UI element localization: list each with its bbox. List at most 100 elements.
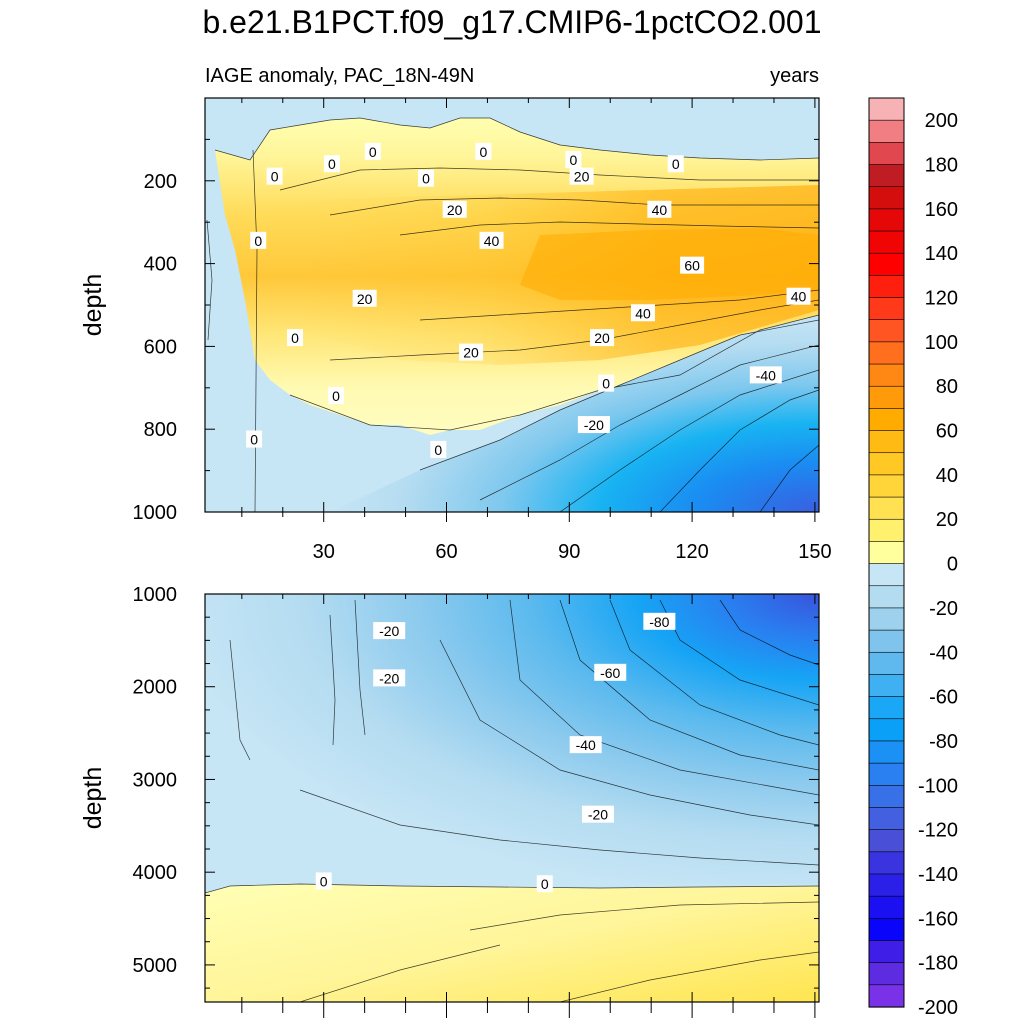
upper-x-tick-label: 30 bbox=[313, 541, 335, 563]
contour-label: 40 bbox=[786, 287, 811, 305]
colorbar-tick-label: -180 bbox=[918, 953, 958, 975]
contour-label: -60 bbox=[594, 663, 627, 681]
colorbar-swatch bbox=[868, 873, 905, 897]
colorbar-swatch bbox=[868, 851, 905, 875]
colorbar-swatch bbox=[868, 696, 905, 720]
svg-text:40: 40 bbox=[484, 233, 500, 249]
svg-text:40: 40 bbox=[635, 305, 651, 321]
colorbar-tick-label: 80 bbox=[936, 376, 958, 398]
colorbar-tick-label: 180 bbox=[925, 155, 958, 177]
svg-text:0: 0 bbox=[672, 156, 680, 172]
contour-label: -20 bbox=[373, 622, 406, 640]
upper-cold-region bbox=[330, 315, 819, 512]
upper-y-tick-label: 200 bbox=[144, 171, 177, 193]
colorbar-swatch bbox=[868, 164, 905, 188]
contour-label: 40 bbox=[630, 304, 655, 322]
svg-text:-20: -20 bbox=[379, 623, 399, 639]
contour-label: 0 bbox=[364, 142, 381, 160]
svg-text:0: 0 bbox=[422, 171, 430, 187]
upper-x-tick-label: 150 bbox=[798, 541, 831, 563]
colorbar-swatch bbox=[868, 629, 905, 653]
lower-y-tick-label: 5000 bbox=[133, 955, 178, 977]
lower-y-tick-label: 2000 bbox=[133, 677, 178, 699]
contour-label: -20 bbox=[581, 805, 614, 823]
svg-text:0: 0 bbox=[250, 432, 258, 448]
colorbar-swatch bbox=[868, 408, 905, 432]
colorbar-swatch bbox=[868, 452, 905, 476]
colorbar-swatch bbox=[868, 940, 905, 964]
contour-label: 0 bbox=[430, 440, 447, 458]
svg-text:0: 0 bbox=[328, 156, 336, 172]
svg-text:20: 20 bbox=[463, 345, 479, 361]
colorbar-swatch bbox=[868, 674, 905, 698]
svg-text:-40: -40 bbox=[576, 737, 596, 753]
colorbar-tick-label: -120 bbox=[918, 820, 958, 842]
colorbar-swatch bbox=[868, 740, 905, 764]
contour-label: 0 bbox=[598, 374, 615, 392]
svg-text:0: 0 bbox=[254, 233, 262, 249]
contour-label: 0 bbox=[287, 329, 304, 347]
contour-label: 20 bbox=[590, 329, 615, 347]
colorbar-tick-label: -160 bbox=[918, 908, 958, 930]
contour-label: 20 bbox=[569, 167, 594, 185]
colorbar-swatch bbox=[868, 651, 905, 676]
colorbar-swatch bbox=[868, 97, 905, 121]
svg-text:20: 20 bbox=[594, 330, 610, 346]
colorbar-swatch bbox=[868, 718, 905, 742]
contour-label: 0 bbox=[246, 430, 263, 448]
contour-label: 40 bbox=[479, 231, 504, 249]
colorbar-swatch bbox=[868, 807, 905, 831]
svg-text:-80: -80 bbox=[649, 614, 669, 630]
upper-y-axis-title: depth bbox=[79, 274, 107, 337]
svg-text:20: 20 bbox=[574, 169, 590, 185]
upper-y-tick-label: 400 bbox=[144, 254, 177, 276]
colorbar-swatch bbox=[868, 895, 905, 919]
colorbar-swatch bbox=[868, 585, 905, 609]
upper-subtitle-left: IAGE anomaly, PAC_18N-49N bbox=[205, 65, 474, 87]
colorbar-swatch bbox=[868, 119, 905, 143]
lower-panel-frame bbox=[204, 593, 820, 1003]
upper-panel-plot bbox=[205, 98, 819, 512]
svg-text:40: 40 bbox=[791, 289, 807, 305]
colorbar-swatch bbox=[868, 275, 905, 299]
svg-text:0: 0 bbox=[320, 873, 328, 889]
svg-text:0: 0 bbox=[570, 152, 578, 168]
chart-title: b.e21.B1PCT.f09_g17.CMIP6-1pctCO2.001 bbox=[202, 4, 821, 40]
svg-text:0: 0 bbox=[602, 376, 610, 392]
colorbar-tick-label: 160 bbox=[925, 199, 958, 221]
upper-x-tick-label: 120 bbox=[675, 541, 708, 563]
contour-label: -20 bbox=[577, 416, 610, 434]
lower-y-tick-label: 4000 bbox=[133, 862, 178, 884]
colorbar-tick-label: 0 bbox=[947, 554, 958, 576]
colorbar-swatch bbox=[868, 829, 905, 853]
lower-cold-region bbox=[205, 594, 819, 884]
contour-label: 40 bbox=[647, 200, 672, 218]
contour-label: -80 bbox=[643, 612, 676, 630]
contour-label: 0 bbox=[565, 151, 582, 169]
colorbar-swatch bbox=[868, 984, 905, 1008]
svg-text:-20: -20 bbox=[379, 670, 399, 686]
svg-text:0: 0 bbox=[541, 876, 549, 892]
upper-x-tick-label: 90 bbox=[558, 541, 580, 563]
colorbar-swatch bbox=[868, 762, 905, 786]
contour-label: 20 bbox=[442, 200, 467, 218]
colorbar-tick-label: -40 bbox=[929, 642, 958, 664]
lower-y-tick-label: 3000 bbox=[133, 769, 178, 791]
contour-label: 0 bbox=[266, 167, 283, 185]
colorbar-swatch bbox=[868, 341, 905, 365]
svg-text:0: 0 bbox=[434, 442, 442, 458]
svg-text:20: 20 bbox=[447, 202, 463, 218]
svg-text:0: 0 bbox=[291, 330, 299, 346]
colorbar-swatch bbox=[868, 541, 905, 565]
colorbar-tick-label: 120 bbox=[925, 288, 958, 310]
colorbar-tick-label: 60 bbox=[936, 421, 958, 443]
colorbar-tick-label: -20 bbox=[929, 598, 958, 620]
colorbar-swatch bbox=[868, 297, 905, 321]
lower-contour-labels: -20 -80 -20 -60 -40 -20 0 0 bbox=[315, 612, 676, 893]
contour-label: 0 bbox=[327, 387, 344, 405]
svg-text:60: 60 bbox=[684, 258, 700, 274]
colorbar-tick-label: -200 bbox=[918, 997, 958, 1019]
colorbar-swatch bbox=[868, 252, 905, 276]
colorbar-tick-label: -60 bbox=[929, 687, 958, 709]
